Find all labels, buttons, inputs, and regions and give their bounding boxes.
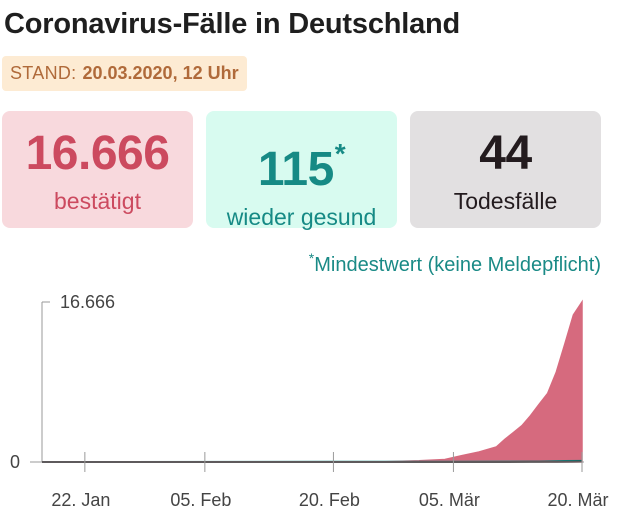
footnote-text: Mindestwert (keine Meldepflicht): [314, 254, 601, 276]
recovered-count: 115: [257, 143, 334, 196]
x-tick-label: 20. Mär: [547, 490, 608, 510]
status-badge: STAND: 20.03.2020, 12 Uhr: [2, 56, 247, 91]
page-title: Coronavirus-Fälle in Deutschland: [4, 8, 461, 40]
confirmed-card: 16.666 bestätigt: [2, 111, 193, 228]
recovered-label: wieder gesund: [226, 204, 377, 230]
footnote: *Mindestwert (keine Meldepflicht): [309, 250, 601, 277]
x-tick-label: 22. Jan: [51, 490, 110, 510]
y-tick-label-max: 16.666: [60, 292, 115, 312]
recovered-card: 115* wieder gesund: [206, 111, 397, 230]
recovered-asterisk: *: [334, 138, 346, 169]
x-tick-label: 20. Feb: [299, 490, 360, 510]
y-tick-label-zero: 0: [10, 452, 20, 472]
footnote-asterisk: *: [308, 250, 315, 266]
deaths-label: Todesfälle: [453, 188, 558, 214]
recovered-count-wrapper: 115*: [257, 125, 346, 199]
stand-label: STAND:: [10, 63, 77, 83]
deaths-count: 44: [479, 127, 532, 180]
x-tick-label: 05. Mär: [419, 490, 480, 510]
stand-value: 20.03.2020, 12 Uhr: [82, 63, 239, 83]
deaths-card: 44 Todesfälle: [410, 111, 601, 228]
series-area-confirmed: [42, 299, 583, 463]
confirmed-count: 16.666: [25, 127, 170, 180]
confirmed-label: bestätigt: [54, 188, 141, 214]
x-tick-label: 05. Feb: [170, 490, 231, 510]
